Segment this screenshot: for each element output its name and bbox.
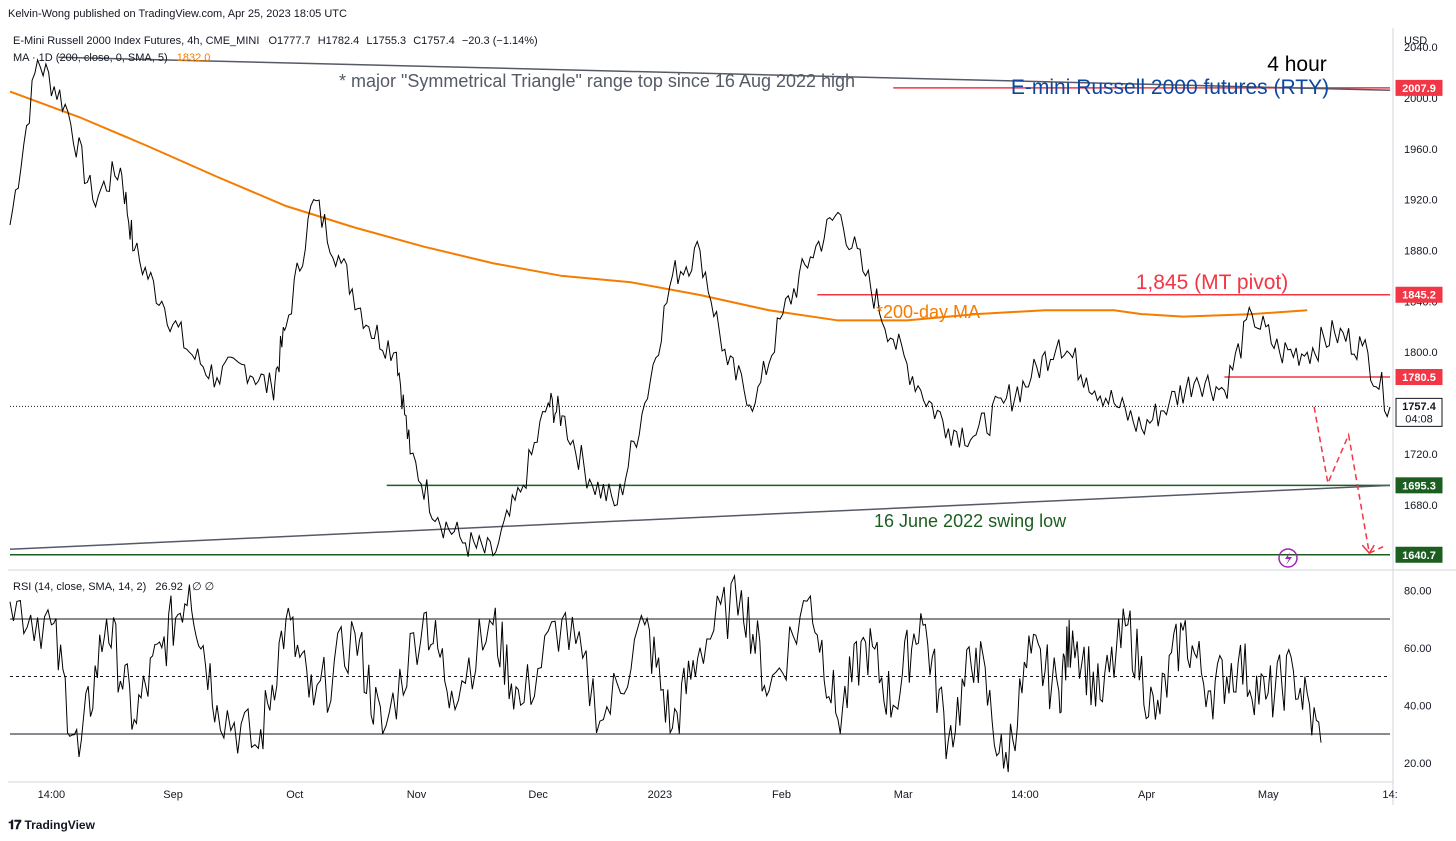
tradingview-logo[interactable]: 𝟏𝟕 TradingView xyxy=(8,817,95,833)
price-level-tags: 2007.9 1845.2 1780.5 1757.404:08 1695.3 1640.… xyxy=(1395,79,1443,563)
price-tag-label-3: 1757.4 xyxy=(1402,401,1437,413)
rsi-tick-1: 60.00 xyxy=(1404,643,1432,655)
projection-layer xyxy=(1313,406,1384,555)
swing-low-annotation: 16 June 2022 swing low xyxy=(874,511,1067,531)
time-tick-3: Nov xyxy=(407,789,427,801)
rsi-bands xyxy=(10,618,1390,735)
time-tick-6: Feb xyxy=(772,789,791,801)
price-tag-label-4: 1695.3 xyxy=(1402,480,1436,492)
price-tag-2 xyxy=(1395,369,1443,386)
price-tag-4 xyxy=(1395,477,1443,494)
price-tag-3 xyxy=(1395,397,1443,427)
time-tick-10: May xyxy=(1258,789,1279,801)
time-tick-4: Dec xyxy=(528,789,548,801)
tradingview-logo-text: TradingView xyxy=(24,818,95,832)
timeframe-label: 4 hour xyxy=(1267,53,1327,76)
price-tag-label-1: 1845.2 xyxy=(1402,290,1436,302)
lightning-icon[interactable] xyxy=(1278,548,1298,568)
price-tag-5 xyxy=(1395,546,1443,563)
price-layer xyxy=(9,57,1391,557)
price-tag-label-5: 1640.7 xyxy=(1402,550,1436,562)
price-tag-0 xyxy=(1395,79,1443,96)
triangle-trendlines xyxy=(9,56,1391,551)
price-tag-1 xyxy=(1395,286,1443,303)
rsi-axis[interactable]: 80.00 60.00 40.00 20.00 xyxy=(1404,585,1432,770)
rsi-tick-0: 80.00 xyxy=(1404,585,1432,597)
triangle-annotation: * major "Symmetrical Triangle" range top… xyxy=(339,71,855,91)
price-tick-1: 2000.0 xyxy=(1404,93,1438,105)
price-tick-9: 1680.0 xyxy=(1404,500,1438,512)
projection-arrowhead xyxy=(1361,544,1375,555)
time-axis[interactable]: 14:00 Sep Oct Nov Dec 2023 Feb Mar 14:00 Apr May 14… xyxy=(38,789,1398,801)
time-tick-9: Apr xyxy=(1138,789,1155,801)
price-tag-label-0: 2007.9 xyxy=(1402,83,1436,95)
price-axis[interactable]: 2040.02000.01960.01920.01880.01840.01800… xyxy=(1404,42,1438,512)
time-tick-5: 2023 xyxy=(648,789,672,801)
ma-200-layer xyxy=(9,90,1308,322)
triangle-top-line xyxy=(58,56,1391,92)
price-tick-2: 1960.0 xyxy=(1404,144,1438,156)
time-tick-8: 14:00 xyxy=(1011,789,1039,801)
time-tick-7: Mar xyxy=(894,789,913,801)
price-tick-8: 1720.0 xyxy=(1404,449,1438,461)
pivot-annotation: 1,845 (MT pivot) xyxy=(1136,271,1289,294)
rsi-layer xyxy=(9,573,1322,773)
price-tick-3: 1920.0 xyxy=(1404,195,1438,207)
time-tick-1: Sep xyxy=(163,789,183,801)
rsi-tick-3: 20.00 xyxy=(1404,758,1432,770)
chart-title: E-mini Russell 2000 futures (RTY) xyxy=(1011,76,1329,99)
ma-annotation: *200-day MA xyxy=(876,302,980,322)
rsi-tick-2: 40.00 xyxy=(1404,700,1432,712)
price-pane[interactable]: 2040.02000.01960.01920.01880.01840.01800… xyxy=(9,42,1443,563)
time-tick-0: 14:00 xyxy=(38,789,66,801)
price-tick-6: 1800.0 xyxy=(1404,347,1438,359)
currency-label: USD xyxy=(1404,35,1427,47)
price-tag-sublabel-3: 04:08 xyxy=(1405,413,1433,425)
tradingview-logo-icon: 𝟏𝟕 xyxy=(8,817,22,832)
ma-info: MA · 1D (200, close, 0, SMA, 5) 1832.0 xyxy=(13,52,210,64)
time-tick-2: Oct xyxy=(286,789,303,801)
ma-200-line xyxy=(9,90,1308,322)
time-tick-11: 14: xyxy=(1382,789,1397,801)
horizontal-levels xyxy=(10,87,1390,556)
rsi-line xyxy=(9,573,1322,773)
triangle-bottom-line xyxy=(9,484,1391,551)
rsi-pane[interactable]: RSI (14, close, SMA, 14, 2) 26.92 ∅ ∅ 80… xyxy=(9,573,1432,773)
publisher-line: Kelvin-Wong published on TradingView.com… xyxy=(8,8,347,20)
price-line xyxy=(9,57,1391,557)
projection-path xyxy=(1313,406,1384,555)
price-tick-0: 2040.0 xyxy=(1404,42,1438,54)
symbol-info: E-Mini Russell 2000 Index Futures, 4h, C… xyxy=(13,35,538,47)
rsi-info: RSI (14, close, SMA, 14, 2) 26.92 ∅ ∅ xyxy=(13,581,214,593)
price-tick-4: 1880.0 xyxy=(1404,246,1438,258)
price-tag-label-2: 1780.5 xyxy=(1402,372,1436,384)
